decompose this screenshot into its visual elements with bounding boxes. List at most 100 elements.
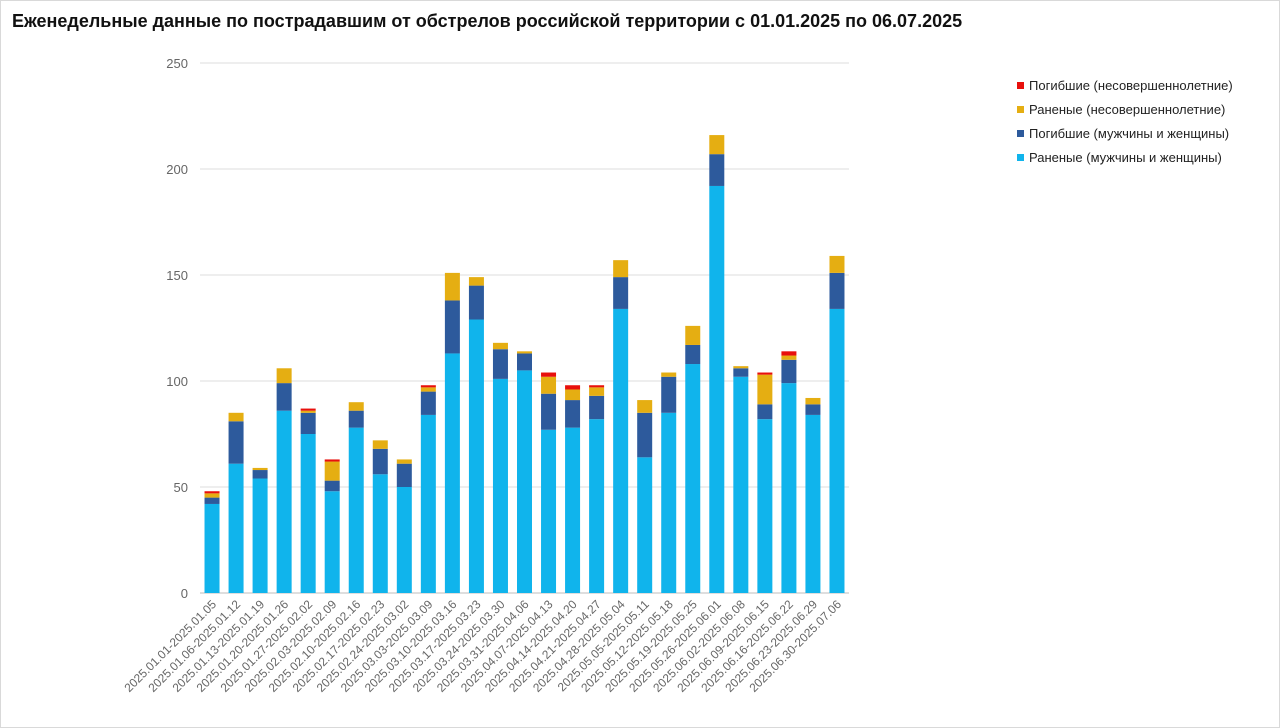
bar-segment-series-2 [733, 366, 749, 369]
bar-segment-series-1 [324, 480, 340, 492]
legend-item: Раненые (несовершеннолетние) [1017, 97, 1233, 121]
bar-segment-series-1 [661, 376, 677, 413]
bar-segment-series-2 [661, 372, 677, 377]
bar-segment-series-2 [492, 342, 508, 350]
bar-segment-series-2 [517, 351, 532, 354]
bar-segment-series-0 [829, 308, 845, 593]
bar-segment-series-2 [300, 410, 316, 413]
legend-item: Погибшие (мужчины и женщины) [1017, 121, 1233, 145]
bar-segment-series-0 [613, 308, 629, 593]
bar-segment-series-1 [228, 421, 244, 464]
bar-segment-series-1 [733, 368, 749, 377]
bar-segment-series-2 [805, 397, 821, 405]
bar-segment-series-2 [468, 277, 484, 286]
bar-segment-series-0 [733, 376, 749, 593]
bar-segment-series-0 [517, 370, 532, 593]
bar-segment-series-1 [757, 404, 773, 420]
bar-segment-series-0 [276, 410, 292, 593]
bar-segment-series-3 [781, 351, 797, 356]
bar-segment-series-1 [204, 497, 220, 504]
bar-segment-series-2 [228, 412, 244, 422]
bar-segment-series-0 [805, 414, 821, 593]
bar-segment-series-3 [204, 491, 220, 494]
y-tick-label: 0 [181, 586, 188, 601]
legend-swatch [1017, 153, 1024, 161]
bar-segment-series-3 [300, 408, 316, 411]
legend-swatch [1017, 129, 1024, 137]
legend-swatch [1017, 105, 1024, 113]
bar-segment-series-3 [324, 459, 340, 462]
legend-item: Раненые (мужчины и женщины) [1017, 145, 1233, 169]
bar-segment-series-2 [420, 387, 436, 392]
y-tick-label: 100 [166, 374, 188, 389]
bar-segment-series-0 [444, 353, 460, 593]
bar-segment-series-2 [709, 135, 725, 155]
bar-segment-series-3 [565, 385, 581, 390]
bar-segment-series-0 [420, 414, 436, 593]
bar-segment-series-0 [589, 419, 605, 593]
bar-segment-series-0 [468, 319, 484, 593]
bar-segment-series-2 [541, 376, 557, 394]
bar-segment-series-0 [348, 427, 364, 593]
bar-segment-series-1 [372, 448, 388, 475]
bar-segment-series-2 [829, 255, 845, 273]
bar-segment-series-2 [396, 459, 412, 464]
bar-segment-series-1 [613, 277, 629, 309]
bar-segment-series-1 [444, 300, 460, 354]
bar-segment-series-2 [444, 272, 460, 301]
bar-segment-series-1 [276, 383, 292, 411]
bar-segment-series-3 [757, 372, 773, 375]
bar-segment-series-2 [685, 325, 701, 345]
bar-segment-series-3 [420, 385, 436, 388]
bar-segment-series-1 [637, 412, 653, 458]
bar-segment-series-0 [685, 364, 701, 593]
legend-label: Раненые (мужчины и женщины) [1029, 149, 1222, 165]
bar-segment-series-3 [589, 385, 605, 388]
bar-segment-series-3 [541, 372, 557, 377]
y-tick-label: 200 [166, 162, 188, 177]
bar-segment-series-1 [829, 272, 845, 309]
bar-segment-series-1 [805, 404, 821, 415]
bar-segment-series-1 [781, 359, 797, 384]
y-tick-label: 150 [166, 268, 188, 283]
bar-segment-series-2 [565, 389, 581, 401]
bar-segment-series-1 [300, 412, 316, 434]
bar-segment-series-0 [372, 474, 388, 593]
bar-segment-series-2 [781, 355, 797, 360]
bar-segment-series-2 [372, 440, 388, 449]
bar-segment-series-1 [468, 285, 484, 320]
bar-segment-series-1 [396, 463, 412, 487]
y-tick-label: 250 [166, 56, 188, 71]
legend-label: Погибшие (мужчины и женщины) [1029, 125, 1230, 141]
bar-segment-series-2 [348, 402, 364, 411]
bar-segment-series-1 [565, 400, 581, 428]
bar-segment-series-0 [541, 429, 557, 593]
bar-segment-series-1 [589, 395, 605, 420]
bar-segment-series-0 [252, 478, 268, 593]
legend-label: Погибшие (несовершеннолетние) [1029, 77, 1233, 93]
bar-segment-series-0 [757, 419, 773, 593]
legend-swatch [1017, 81, 1024, 89]
bar-segment-series-0 [492, 378, 508, 593]
bar-segment-series-1 [517, 353, 532, 371]
bar-segment-series-1 [709, 154, 725, 186]
bar-segment-series-1 [685, 344, 701, 365]
bar-segment-series-2 [276, 368, 292, 384]
legend-item: Погибшие (несовершеннолетние) [1017, 73, 1233, 97]
bar-segment-series-2 [757, 374, 773, 405]
bar-segment-series-0 [781, 383, 797, 593]
legend-label: Раненые (несовершеннолетние) [1029, 101, 1226, 117]
bar-segment-series-2 [613, 260, 629, 278]
bar-segment-series-2 [324, 461, 340, 481]
bar-segment-series-0 [661, 412, 677, 593]
bar-segment-series-0 [324, 491, 340, 593]
bar-segment-series-0 [565, 427, 581, 593]
bar-segment-series-0 [300, 434, 316, 593]
chart-legend: Погибшие (несовершеннолетние) Раненые (не… [1017, 73, 1233, 169]
bar-segment-series-1 [252, 470, 268, 479]
bar-segment-series-0 [709, 185, 725, 593]
bar-segment-series-0 [204, 503, 220, 593]
bar-segment-series-2 [637, 400, 653, 413]
bar-segment-series-1 [541, 393, 557, 430]
